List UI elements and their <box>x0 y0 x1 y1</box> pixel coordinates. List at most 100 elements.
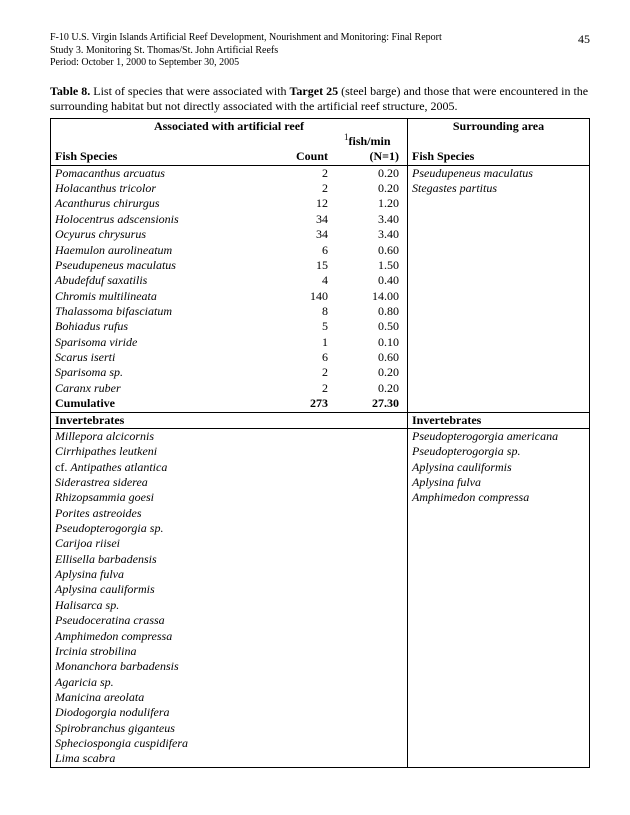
invert-surround: Pseudopterogorgia americana <box>408 428 590 444</box>
invert-surround: Aplysina cauliformis <box>408 460 590 475</box>
fish-rate: 0.20 <box>338 165 408 181</box>
surround-fish-species <box>408 196 590 211</box>
fish-rate: 0.60 <box>338 350 408 365</box>
fish-species: Pseudupeneus maculatus <box>51 258 270 273</box>
fish-species: Ocyurus chrysurus <box>51 227 270 242</box>
fish-rate: 3.40 <box>338 227 408 242</box>
invert-surround <box>408 521 590 536</box>
page-number: 45 <box>578 32 590 47</box>
fish-species: Scarus iserti <box>51 350 270 365</box>
surround-fish-species <box>408 243 590 258</box>
invert-assoc: cf. Antipathes atlantica <box>51 460 408 475</box>
invert-assoc: Aplysina cauliformis <box>51 582 408 597</box>
surround-fish-species: Stegastes partitus <box>408 181 590 196</box>
invert-surround <box>408 690 590 705</box>
invert-assoc: Pseudoceratina crassa <box>51 613 408 628</box>
fish-species: Acanthurus chirurgus <box>51 196 270 211</box>
fish-count: 1 <box>269 335 338 350</box>
invert-assoc: Spheciospongia cuspidifera <box>51 736 408 751</box>
rate-label-1: fish/min <box>349 134 391 148</box>
fish-rate: 0.80 <box>338 304 408 319</box>
header-left: F-10 U.S. Virgin Islands Artificial Reef… <box>50 32 442 70</box>
species-table: Associated with artificial reef Surround… <box>50 118 590 768</box>
invert-assoc: Siderastrea siderea <box>51 475 408 490</box>
fish-rate: 1.20 <box>338 196 408 211</box>
fish-rate: 14.00 <box>338 289 408 304</box>
surround-fish-species <box>408 381 590 396</box>
fish-species: Chromis multilineata <box>51 289 270 304</box>
invert-assoc: Porites astreoides <box>51 506 408 521</box>
col-fish-species-2: Fish Species <box>408 149 590 165</box>
invert-surround <box>408 567 590 582</box>
surround-fish-species <box>408 350 590 365</box>
surround-fish-species <box>408 319 590 334</box>
cumulative-label: Cumulative <box>51 396 270 412</box>
surround-fish-species <box>408 212 590 227</box>
invert-surround <box>408 536 590 551</box>
fish-rate: 3.40 <box>338 212 408 227</box>
page: F-10 U.S. Virgin Islands Artificial Reef… <box>0 0 630 788</box>
fish-species: Holocentrus adscensionis <box>51 212 270 227</box>
fish-species: Abudefduf saxatilis <box>51 273 270 288</box>
cumulative-count: 273 <box>269 396 338 412</box>
fish-species: Sparisoma sp. <box>51 365 270 380</box>
fish-count: 2 <box>269 365 338 380</box>
invert-assoc: Rhizopsammia goesi <box>51 490 408 505</box>
fish-species: Holacanthus tricolor <box>51 181 270 196</box>
invert-assoc: Millepora alcicornis <box>51 428 408 444</box>
fish-count: 5 <box>269 319 338 334</box>
caption-lead: Table 8. <box>50 84 93 98</box>
invert-assoc: Monanchora barbadensis <box>51 659 408 674</box>
invert-surround <box>408 721 590 736</box>
surround-fish-species <box>408 289 590 304</box>
caption-target: Target 25 <box>290 84 339 98</box>
invert-assoc: Pseudopterogorgia sp. <box>51 521 408 536</box>
caption-body-1: List of species that were associated wit… <box>93 84 289 98</box>
col-fish-species: Fish Species <box>51 149 270 165</box>
fish-rate: 0.10 <box>338 335 408 350</box>
surround-fish-species <box>408 335 590 350</box>
fish-species: Sparisoma viride <box>51 335 270 350</box>
invert-surround <box>408 705 590 720</box>
invert-assoc: Halisarca sp. <box>51 598 408 613</box>
fish-species: Thalassoma bifasciatum <box>51 304 270 319</box>
fish-count: 15 <box>269 258 338 273</box>
invert-assoc: Ircinia strobilina <box>51 644 408 659</box>
fish-count: 6 <box>269 243 338 258</box>
header-associated: Associated with artificial reef <box>51 118 408 134</box>
fish-count: 2 <box>269 165 338 181</box>
invert-assoc: Ellisella barbadensis <box>51 552 408 567</box>
invert-assoc: Lima scabra <box>51 751 408 767</box>
fish-rate: 0.20 <box>338 381 408 396</box>
fish-species: Haemulon aurolineatum <box>51 243 270 258</box>
fish-rate: 0.60 <box>338 243 408 258</box>
invert-surround <box>408 644 590 659</box>
fish-species: Bohiadus rufus <box>51 319 270 334</box>
col-count: Count <box>269 149 338 165</box>
header-invertebrates-2: Invertebrates <box>408 412 590 428</box>
fish-count: 6 <box>269 350 338 365</box>
invert-assoc: Carijoa riisei <box>51 536 408 551</box>
col-rate: (N=1) <box>338 149 408 165</box>
invert-assoc: Cirrhipathes leutkeni <box>51 444 408 459</box>
fish-rate: 0.20 <box>338 181 408 196</box>
page-header: F-10 U.S. Virgin Islands Artificial Reef… <box>50 32 590 70</box>
header-line-2: Study 3. Monitoring St. Thomas/St. John … <box>50 45 442 58</box>
invert-assoc: Manicina areolata <box>51 690 408 705</box>
header-surrounding: Surrounding area <box>408 118 590 134</box>
fish-count: 8 <box>269 304 338 319</box>
surround-fish-species <box>408 304 590 319</box>
fish-species: Caranx ruber <box>51 381 270 396</box>
surround-fish-species <box>408 273 590 288</box>
header-line-3: Period: October 1, 2000 to September 30,… <box>50 57 442 70</box>
table-caption: Table 8. List of species that were assoc… <box>50 84 590 115</box>
surround-fish-species <box>408 258 590 273</box>
fish-count: 2 <box>269 381 338 396</box>
invert-surround <box>408 659 590 674</box>
fish-rate: 0.50 <box>338 319 408 334</box>
surround-fish-species <box>408 365 590 380</box>
invert-assoc: Aplysina fulva <box>51 567 408 582</box>
surround-fish-species: Pseudupeneus maculatus <box>408 165 590 181</box>
fish-count: 4 <box>269 273 338 288</box>
invert-surround <box>408 598 590 613</box>
